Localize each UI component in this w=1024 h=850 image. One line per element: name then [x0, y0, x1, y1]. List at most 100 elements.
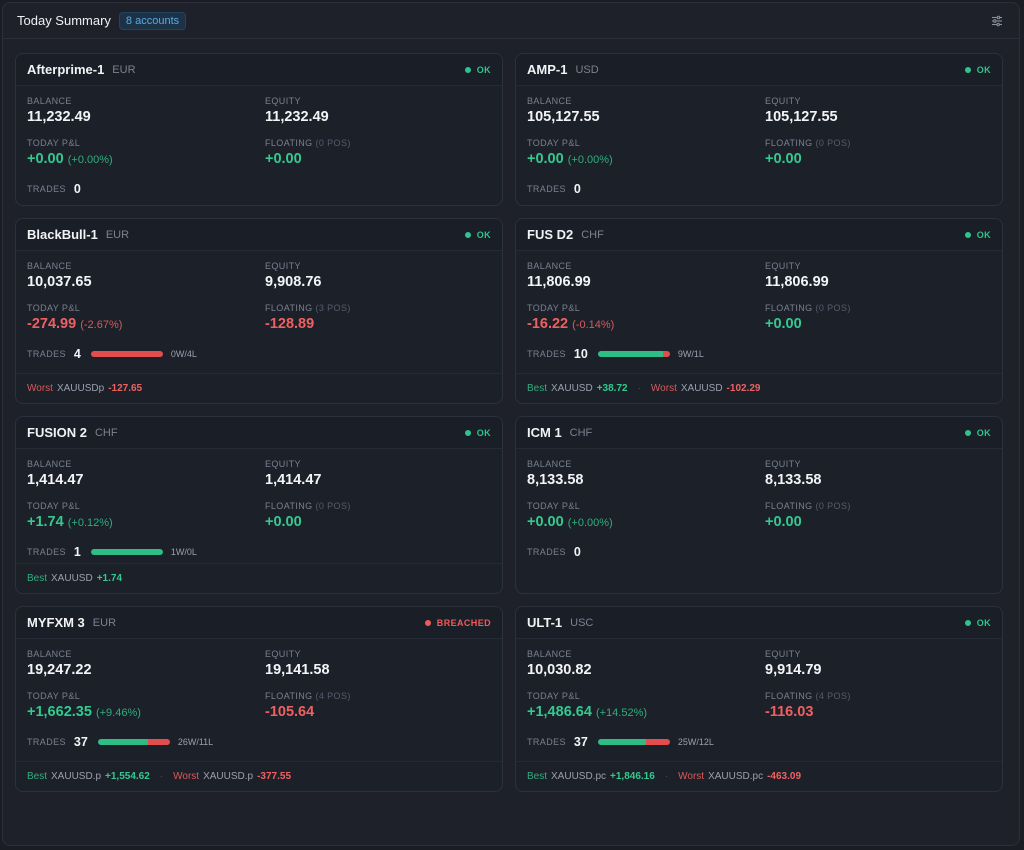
win-loss-text: 25W/12L — [677, 737, 714, 747]
card-header: MYFXM 3 EUR BREACHED — [16, 607, 502, 639]
trades-label: TRADES — [27, 737, 66, 747]
card-body: BALANCE 105,127.55 EQUITY 105,127.55 TODAY P… — [516, 86, 1002, 196]
floating-label: FLOATING — [765, 691, 813, 701]
floating-positions: (0 POS) — [815, 303, 851, 313]
worst-symbol: XAUUSD.pc — [708, 771, 764, 782]
panel-header: Today Summary 8 accounts — [3, 3, 1019, 39]
equity-block: EQUITY 9,908.76 — [265, 261, 495, 290]
worst-value: -127.65 — [108, 383, 143, 394]
pnl-label: TODAY P&L — [27, 303, 81, 313]
equity-label: EQUITY — [265, 459, 301, 469]
floating-positions: (3 POS) — [315, 303, 351, 313]
floating-label-row: FLOATING (0 POS) — [765, 303, 995, 313]
worst-symbol: XAUUSDp — [56, 383, 105, 394]
status-dot-icon — [464, 66, 471, 73]
balance-value: 1,414.47 — [27, 472, 84, 488]
floating-block: FLOATING (0 POS) +0.00 — [765, 501, 995, 530]
account-card[interactable]: Afterprime-1 EUR OK BALANCE 11,232.49 EQUITY 1… — [15, 53, 503, 206]
account-name: FUSION 2 — [27, 425, 87, 440]
best-label: Best — [527, 771, 548, 782]
trades-label: TRADES — [527, 349, 566, 359]
sliders-icon[interactable] — [989, 13, 1005, 29]
floating-label: FLOATING — [265, 501, 313, 511]
card-header: ICM 1 CHF OK — [516, 417, 1002, 449]
floating-positions: (4 POS) — [815, 691, 851, 701]
account-card[interactable]: ULT-1 USC OK BALANCE 10,030.82 EQUITY 9,914.79… — [515, 606, 1003, 792]
equity-block: EQUITY 8,133.58 — [765, 459, 995, 488]
floating-value: -105.64 — [265, 704, 315, 720]
best-label: Best — [27, 573, 48, 584]
account-name: BlackBull-1 — [27, 227, 98, 242]
floating-value: +0.00 — [265, 151, 302, 167]
pnl-row: +1,662.35 (+9.46%) — [27, 704, 257, 720]
trades-count: 10 — [573, 347, 588, 361]
trades-count: 4 — [73, 347, 81, 361]
status-text: OK — [976, 427, 991, 438]
account-card[interactable]: AMP-1 USD OK BALANCE 105,127.55 EQUITY 105,127… — [515, 53, 1003, 206]
equity-value: 9,914.79 — [765, 662, 822, 678]
trades-row: TRADES 10 9W/1L — [527, 347, 704, 361]
balance-value: 11,232.49 — [27, 109, 91, 125]
card-header: ULT-1 USC OK — [516, 607, 1002, 639]
balance-block: BALANCE 105,127.55 — [527, 96, 757, 125]
pnl-value: +0.00 — [527, 151, 564, 167]
trades-count: 0 — [573, 545, 581, 559]
balance-label: BALANCE — [527, 649, 572, 659]
pnl-value: +1,662.35 — [27, 704, 92, 720]
account-card[interactable]: MYFXM 3 EUR BREACHED BALANCE 19,247.22 EQUITY… — [15, 606, 503, 792]
status-badge: OK — [464, 427, 491, 438]
floating-value: +0.00 — [765, 316, 802, 332]
best-worst-footer: Best XAUUSD.p +1,554.62 · Worst XAUUSD.p -377.… — [16, 761, 502, 791]
card-header: FUSION 2 CHF OK — [16, 417, 502, 449]
win-loss-bar — [597, 351, 670, 357]
equity-label: EQUITY — [265, 261, 301, 271]
account-currency: EUR — [105, 228, 130, 241]
status-text: OK — [476, 427, 491, 438]
win-loss-bar — [97, 739, 170, 745]
worst-value: -102.29 — [726, 383, 761, 394]
account-card[interactable]: BlackBull-1 EUR OK BALANCE 10,037.65 EQUITY 9,… — [15, 218, 503, 404]
best-value: +1,554.62 — [105, 771, 150, 782]
pnl-block: TODAY P&L +0.00 (+0.00%) — [27, 138, 257, 167]
pnl-percent: (+9.46%) — [95, 707, 141, 719]
status-text: BREACHED — [436, 617, 491, 628]
card-header: BlackBull-1 EUR OK — [16, 219, 502, 251]
status-badge: OK — [964, 65, 991, 75]
balance-label: BALANCE — [527, 261, 572, 271]
pnl-block: TODAY P&L -16.22 (-0.14%) — [527, 303, 757, 332]
worst-value: -463.09 — [767, 771, 802, 782]
pnl-percent: (+0.00%) — [67, 154, 113, 166]
trades-row: TRADES 0 — [527, 182, 581, 196]
status-dot-icon — [424, 619, 431, 626]
win-loss-bar — [90, 351, 163, 357]
pnl-label: TODAY P&L — [27, 691, 81, 701]
trades-label: TRADES — [527, 737, 566, 747]
account-currency: CHF — [94, 426, 118, 439]
account-name: Afterprime-1 — [27, 62, 105, 77]
account-card[interactable]: ICM 1 CHF OK BALANCE 8,133.58 EQUITY 8,133.58 T… — [515, 416, 1003, 594]
account-card[interactable]: FUSION 2 CHF OK BALANCE 1,414.47 EQUITY 1,414.… — [15, 416, 503, 594]
balance-block: BALANCE 11,806.99 — [527, 261, 757, 290]
loss-segment — [662, 351, 670, 357]
balance-label: BALANCE — [27, 649, 72, 659]
floating-label: FLOATING — [765, 501, 813, 511]
best-symbol: XAUUSD.p — [51, 771, 102, 782]
floating-label: FLOATING — [265, 138, 313, 148]
floating-block: FLOATING (0 POS) +0.00 — [265, 501, 495, 530]
pnl-label: TODAY P&L — [527, 303, 581, 313]
equity-block: EQUITY 105,127.55 — [765, 96, 995, 125]
pnl-label: TODAY P&L — [527, 501, 581, 511]
balance-label: BALANCE — [527, 459, 572, 469]
balance-block: BALANCE 10,037.65 — [27, 261, 257, 290]
best-worst-footer: Worst XAUUSDp -127.65 — [16, 373, 502, 403]
floating-value: -128.89 — [265, 316, 315, 332]
status-text: OK — [476, 64, 491, 75]
balance-label: BALANCE — [27, 459, 72, 469]
card-body: BALANCE 19,247.22 EQUITY 19,141.58 TODAY P&L… — [16, 639, 502, 749]
balance-block: BALANCE 10,030.82 — [527, 649, 757, 678]
account-card[interactable]: FUS D2 CHF OK BALANCE 11,806.99 EQUITY 11,806.… — [515, 218, 1003, 404]
pnl-block: TODAY P&L -274.99 (-2.67%) — [27, 303, 257, 332]
pnl-percent: (+0.00%) — [567, 517, 613, 529]
equity-value: 11,232.49 — [265, 109, 329, 125]
